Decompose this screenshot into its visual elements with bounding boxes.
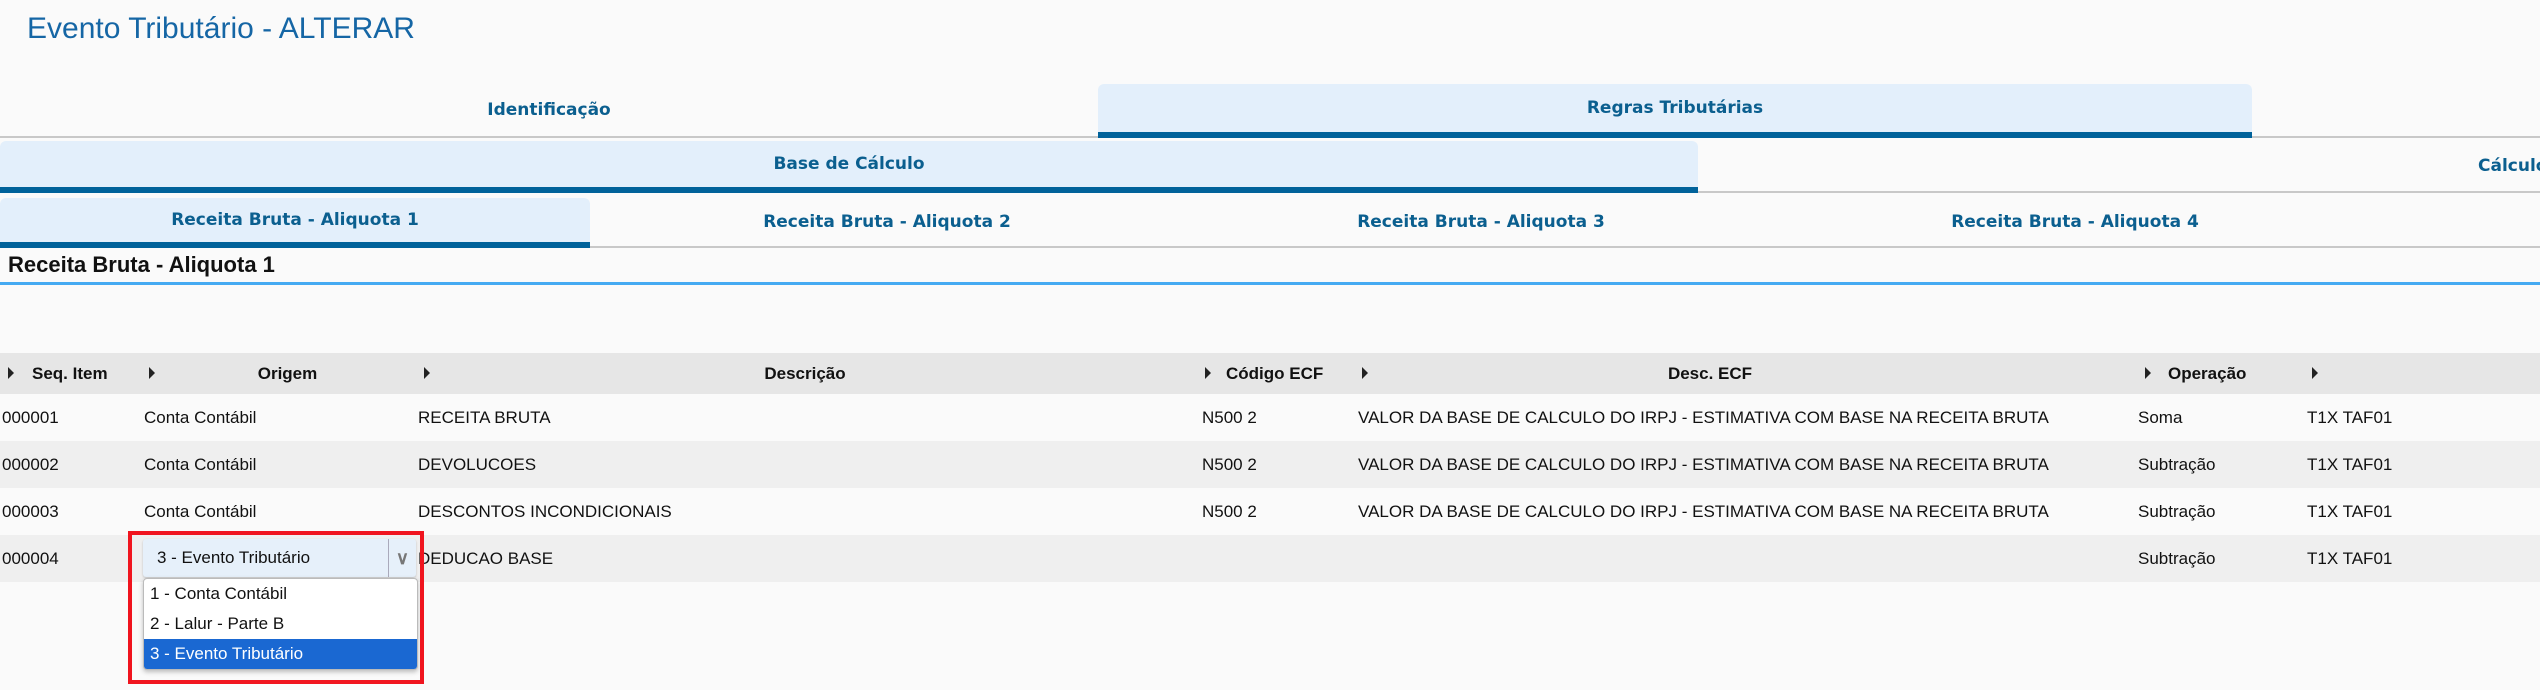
cell-empresa: T1X TAF01 <box>2307 407 2393 427</box>
tab-regras-tributarias[interactable]: Regras Tributárias <box>1098 84 2252 138</box>
expand-arrow-icon[interactable] <box>1205 367 1211 379</box>
table-header: Seq. Item Origem Descrição Código ECF De… <box>0 353 2540 394</box>
cell-empresa: T1X TAF01 <box>2307 548 2393 568</box>
cell-empresa: T1X TAF01 <box>2307 501 2393 521</box>
expand-arrow-icon[interactable] <box>424 367 430 379</box>
option-conta-contabil[interactable]: 1 - Conta Contábil <box>150 584 288 603</box>
expand-arrow-icon[interactable] <box>2312 367 2318 379</box>
tabs-level1: Identificação Regras Tributárias <box>0 84 2540 138</box>
cell-descricao: RECEITA BRUTA <box>418 407 551 427</box>
chevron-down-icon[interactable]: ∨ <box>388 539 416 577</box>
origem-select[interactable]: 3 - Evento Tributário ∨ <box>143 539 416 577</box>
tab-aliquota-1[interactable]: Receita Bruta - Aliquota 1 <box>0 198 590 248</box>
col-desc-ecf[interactable]: Desc. ECF <box>1667 363 1753 383</box>
cell-desc-ecf: VALOR DA BASE DE CALCULO DO IRPJ - ESTIM… <box>1358 454 2049 474</box>
tab-aliquota-4[interactable]: Receita Bruta - Aliquota 4 <box>1951 212 2199 232</box>
option-lalur-parte-b[interactable]: 2 - Lalur - Parte B <box>150 614 285 633</box>
expand-arrow-icon[interactable] <box>1362 367 1368 379</box>
tabs-level2: Base de Cálculo Cálculo <box>0 141 2540 193</box>
tab-base-de-calculo[interactable]: Base de Cálculo <box>0 141 1698 193</box>
cell-operacao: Subtração <box>2138 501 2216 521</box>
table-row[interactable]: 000003 Conta Contábil DESCONTOS INCONDICIO… <box>0 488 2540 535</box>
col-codigo-ecf[interactable]: Código ECF <box>1226 363 1324 383</box>
cell-codigo-ecf: N500 2 <box>1202 407 1257 427</box>
tabs-level3: Receita Bruta - Aliquota 1 Receita Bruta… <box>0 198 2540 248</box>
expand-arrow-icon[interactable] <box>2145 367 2151 379</box>
col-origem[interactable]: Origem <box>257 363 318 383</box>
tab-aliquota-2[interactable]: Receita Bruta - Aliquota 2 <box>763 212 1011 232</box>
cell-operacao: Subtração <box>2138 548 2216 568</box>
page-title: Evento Tributário - ALTERAR <box>27 12 415 45</box>
cell-seq: 000004 <box>2 548 59 568</box>
cell-desc-ecf: VALOR DA BASE DE CALCULO DO IRPJ - ESTIM… <box>1358 501 2049 521</box>
expand-arrow-icon[interactable] <box>149 367 155 379</box>
tab-identificacao[interactable]: Identificação <box>487 100 611 120</box>
origem-options-list: 1 - Conta Contábil 2 - Lalur - Parte B 3… <box>143 578 418 670</box>
cell-origem: Conta Contábil <box>144 501 257 521</box>
col-operacao[interactable]: Operação <box>2168 363 2247 383</box>
cell-descricao: DESCONTOS INCONDICIONAIS <box>418 501 672 521</box>
col-descricao[interactable]: Descrição <box>764 363 846 383</box>
cell-codigo-ecf: N500 2 <box>1202 454 1257 474</box>
cell-descricao: DEVOLUCOES <box>418 454 537 474</box>
table-row[interactable]: 000001 Conta Contábil RECEITA BRUTA N500 2 V… <box>0 394 2540 441</box>
cell-seq: 000003 <box>2 501 59 521</box>
tab-aliquota-3[interactable]: Receita Bruta - Aliquota 3 <box>1357 212 1605 232</box>
cell-empresa: T1X TAF01 <box>2307 454 2393 474</box>
cell-origem: Conta Contábil <box>144 454 257 474</box>
section-title: Receita Bruta - Aliquota 1 <box>8 252 275 277</box>
origem-select-value: 3 - Evento Tributário <box>157 548 311 567</box>
cell-seq: 000001 <box>2 407 59 427</box>
tab-calculo[interactable]: Cálculo <box>1698 141 2540 191</box>
table-row[interactable]: 000002 Conta Contábil DEVOLUCOES N500 2 VALO… <box>0 441 2540 488</box>
col-seq-item[interactable]: Seq. Item <box>32 363 108 383</box>
expand-arrow-icon[interactable] <box>8 367 14 379</box>
cell-desc-ecf: VALOR DA BASE DE CALCULO DO IRPJ - ESTIM… <box>1358 407 2049 427</box>
tab-calculo-label: Cálculo <box>2478 156 2540 176</box>
cell-operacao: Subtração <box>2138 454 2216 474</box>
cell-origem: Conta Contábil <box>144 407 257 427</box>
section-divider <box>0 282 2540 285</box>
cell-seq: 000002 <box>2 454 59 474</box>
cell-descricao: DEDUCAO BASE <box>418 548 554 568</box>
cell-operacao: Soma <box>2138 407 2183 427</box>
cell-codigo-ecf: N500 2 <box>1202 501 1257 521</box>
option-evento-tributario[interactable]: 3 - Evento Tributário <box>144 639 417 669</box>
